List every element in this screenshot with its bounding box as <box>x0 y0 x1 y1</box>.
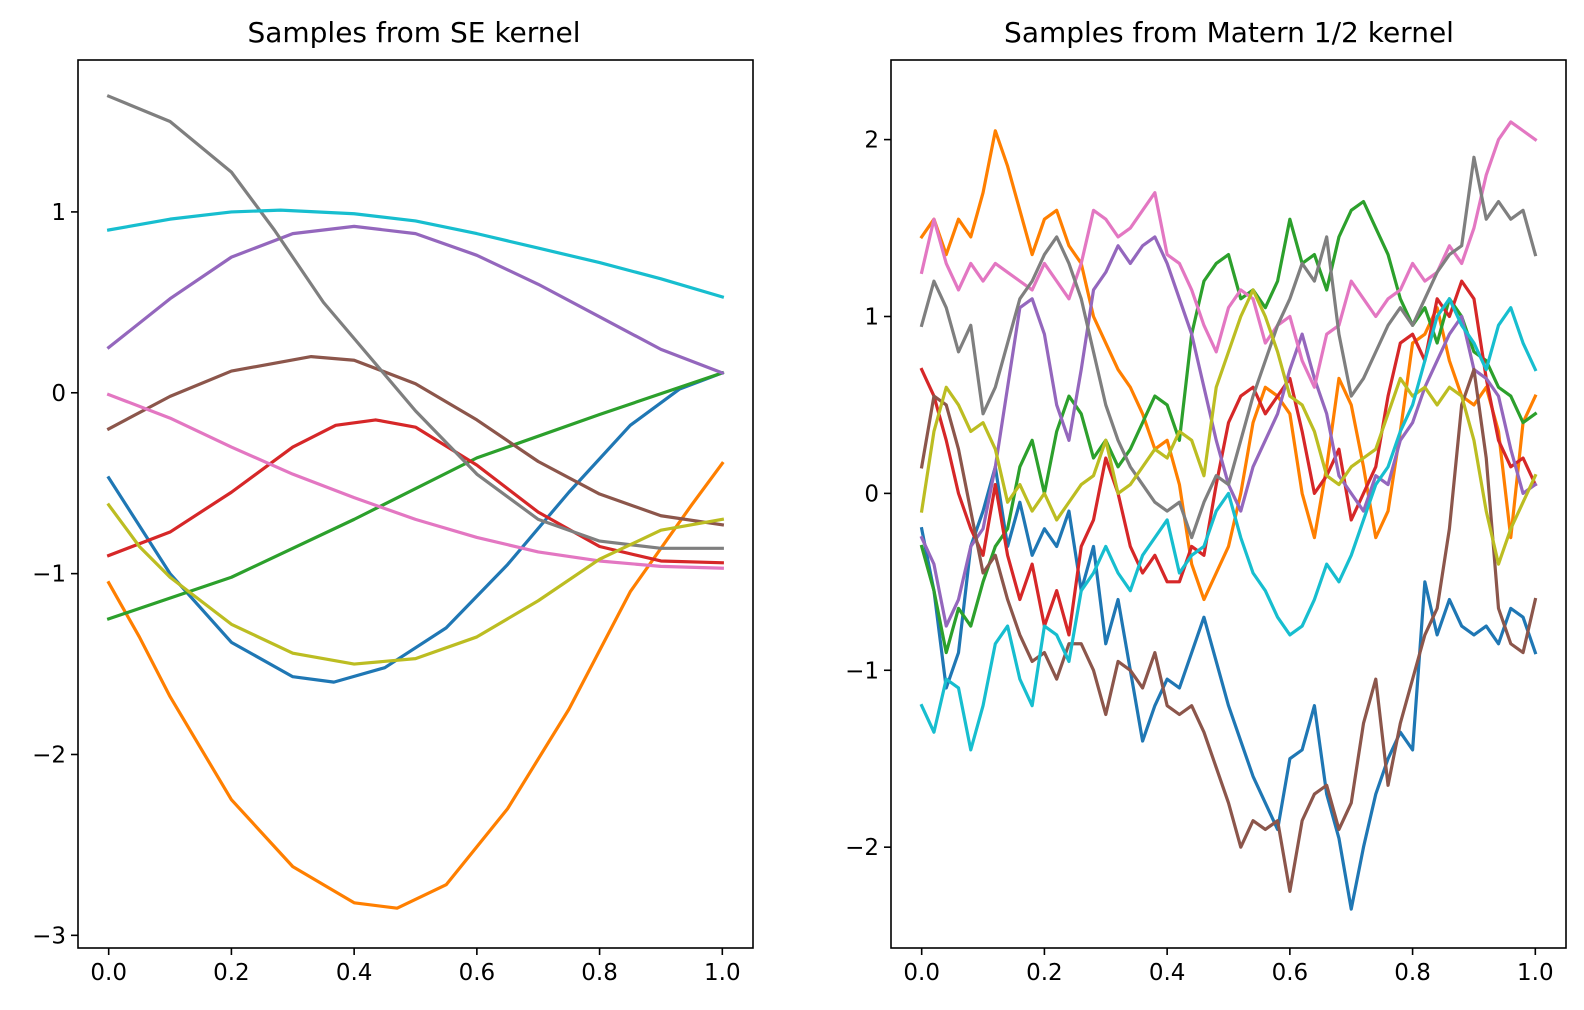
matern-kernel-axes-frame <box>890 59 1567 949</box>
matern-kernel-series <box>919 120 1538 911</box>
se-kernel-series-line-1 <box>106 370 725 684</box>
matern-kernel-series-line-8 <box>919 155 1538 540</box>
se-kernel-series-line-3 <box>106 370 725 621</box>
se-kernel-y-tick-label: 0 <box>51 381 66 407</box>
se-kernel-series <box>106 94 725 910</box>
se-kernel-series-line-10 <box>106 208 725 299</box>
se-kernel-x-tick-label: 0.6 <box>459 960 496 986</box>
se-kernel-x-tick-label: 0.8 <box>581 960 618 986</box>
matern-kernel-x-axis: 0.0 0.2 0.4 0.6 0.8 1.0 <box>903 948 1554 986</box>
matern-kernel-panel: Samples from Matern 1/2 kernel 0.0 0.2 0.4… <box>845 16 1567 986</box>
se-kernel-y-tick-label: −3 <box>32 923 66 949</box>
matern-kernel-y-tick-label: 2 <box>864 128 879 154</box>
se-kernel-series-line-2 <box>106 461 725 910</box>
matern-kernel-series-line-4 <box>919 279 1538 637</box>
matern-kernel-series-line-7 <box>919 120 1538 389</box>
se-kernel-x-tick-label: 0.0 <box>90 960 127 986</box>
matern-kernel-x-tick-label: 0.4 <box>1149 960 1186 986</box>
se-kernel-x-tick-label: 0.4 <box>336 960 373 986</box>
se-kernel-x-tick-label: 0.2 <box>213 960 250 986</box>
matern-kernel-y-axis: 2 1 0 −1 −2 <box>845 128 891 861</box>
matern-kernel-y-tick-label: −1 <box>845 658 879 684</box>
matern-kernel-series-line-10 <box>919 297 1538 752</box>
se-kernel-y-tick-label: 1 <box>51 200 66 226</box>
matern-kernel-y-tick-label: 1 <box>864 304 879 330</box>
se-kernel-title: Samples from SE kernel <box>247 16 580 49</box>
se-kernel-series-line-8 <box>106 94 724 550</box>
se-kernel-series-line-5 <box>106 224 725 375</box>
se-kernel-series-line-6 <box>106 355 725 527</box>
se-kernel-x-axis: 0.0 0.2 0.4 0.6 0.8 1.0 <box>90 948 741 986</box>
se-kernel-y-tick-label: −1 <box>32 562 66 588</box>
se-kernel-y-tick-label: −2 <box>32 742 66 768</box>
se-kernel-panel: Samples from SE kernel 0.0 0.2 0.4 0.6 0.8 1.… <box>32 16 754 986</box>
se-kernel-series-line-4 <box>106 418 724 565</box>
se-kernel-series-line-9 <box>106 502 725 666</box>
matern-kernel-x-tick-label: 0.8 <box>1394 960 1431 986</box>
se-kernel-y-axis: 1 0 −1 −2 −3 <box>32 200 78 949</box>
matern-kernel-title: Samples from Matern 1/2 kernel <box>1004 16 1454 49</box>
matern-kernel-x-tick-label: 0.2 <box>1026 960 1063 986</box>
matern-kernel-y-tick-label: −2 <box>845 835 879 861</box>
matern-kernel-x-tick-label: 0.6 <box>1272 960 1309 986</box>
se-kernel-series-line-7 <box>106 392 724 570</box>
se-kernel-x-tick-label: 1.0 <box>704 960 741 986</box>
matern-kernel-x-tick-label: 1.0 <box>1517 960 1554 986</box>
matern-kernel-series-line-9 <box>919 288 1538 566</box>
se-kernel-axes-frame <box>77 59 754 949</box>
matern-kernel-series-line-6 <box>919 367 1538 893</box>
matern-kernel-y-tick-label: 0 <box>864 481 879 507</box>
matern-kernel-x-tick-label: 0.0 <box>903 960 940 986</box>
